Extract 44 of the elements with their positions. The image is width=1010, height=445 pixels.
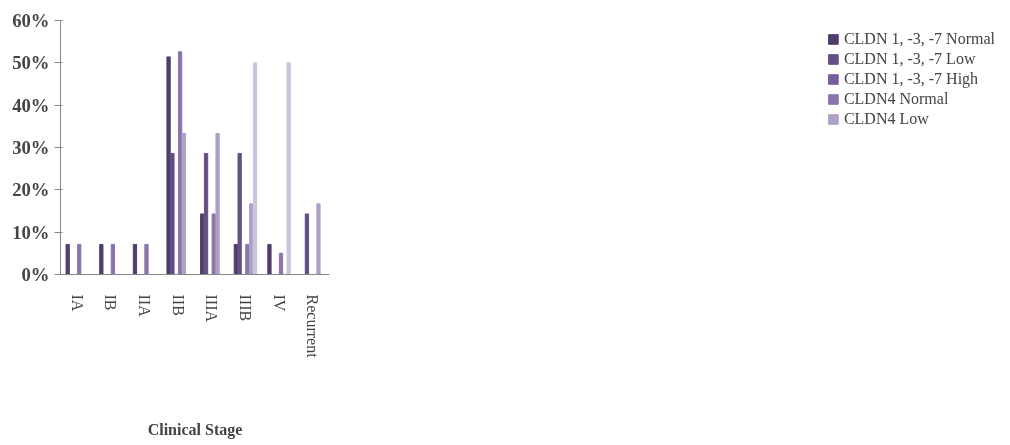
x-tick-label: IIA [136, 294, 154, 318]
x-tick-label: Recurrent [304, 294, 322, 359]
bar [316, 203, 321, 275]
bar [237, 152, 242, 275]
bar [170, 152, 175, 275]
bar [177, 51, 183, 275]
y-tick-label: 10% [12, 221, 50, 243]
bar [286, 62, 291, 275]
bar [211, 213, 216, 275]
legend-label: CLDN 1, -3, -7 High [843, 70, 979, 88]
x-tick-label: IIB [169, 294, 187, 316]
y-tick-label: 40% [12, 94, 50, 116]
bar [215, 133, 220, 275]
bar [267, 243, 272, 275]
x-tick-label: IIIB [236, 294, 254, 322]
bar [245, 243, 250, 275]
bar [304, 213, 310, 275]
bar [65, 243, 70, 275]
x-tick-label: IB [102, 294, 120, 311]
legend-label: CLDN 1, -3, -7 Low [843, 50, 976, 68]
y-tick-label: 60% [12, 10, 50, 31]
bar [77, 243, 82, 275]
y-tick-label: 50% [12, 52, 50, 74]
legend-label: CLDN4 Normal [843, 90, 950, 108]
bar [110, 243, 115, 275]
bar [166, 56, 171, 275]
bar [99, 243, 104, 275]
legend-label: CLDN4 Low [843, 110, 930, 128]
bar [181, 133, 187, 275]
x-tick-label: IIIA [203, 294, 221, 323]
bar [203, 152, 209, 275]
y-tick-label: 20% [12, 179, 50, 201]
x-axis-title: Clinical Stage [147, 420, 243, 439]
legend-label: CLDN 1, -3, -7 Normal [843, 30, 995, 48]
y-tick-label: 30% [12, 137, 50, 158]
bar [252, 62, 258, 275]
bar [144, 243, 149, 275]
x-tick-label: IA [68, 294, 86, 312]
y-tick-label: 0% [21, 264, 50, 285]
bar [200, 213, 205, 275]
bar [132, 243, 138, 275]
x-tick-label: IV [270, 294, 288, 312]
bar [249, 203, 254, 275]
bar [278, 252, 284, 275]
